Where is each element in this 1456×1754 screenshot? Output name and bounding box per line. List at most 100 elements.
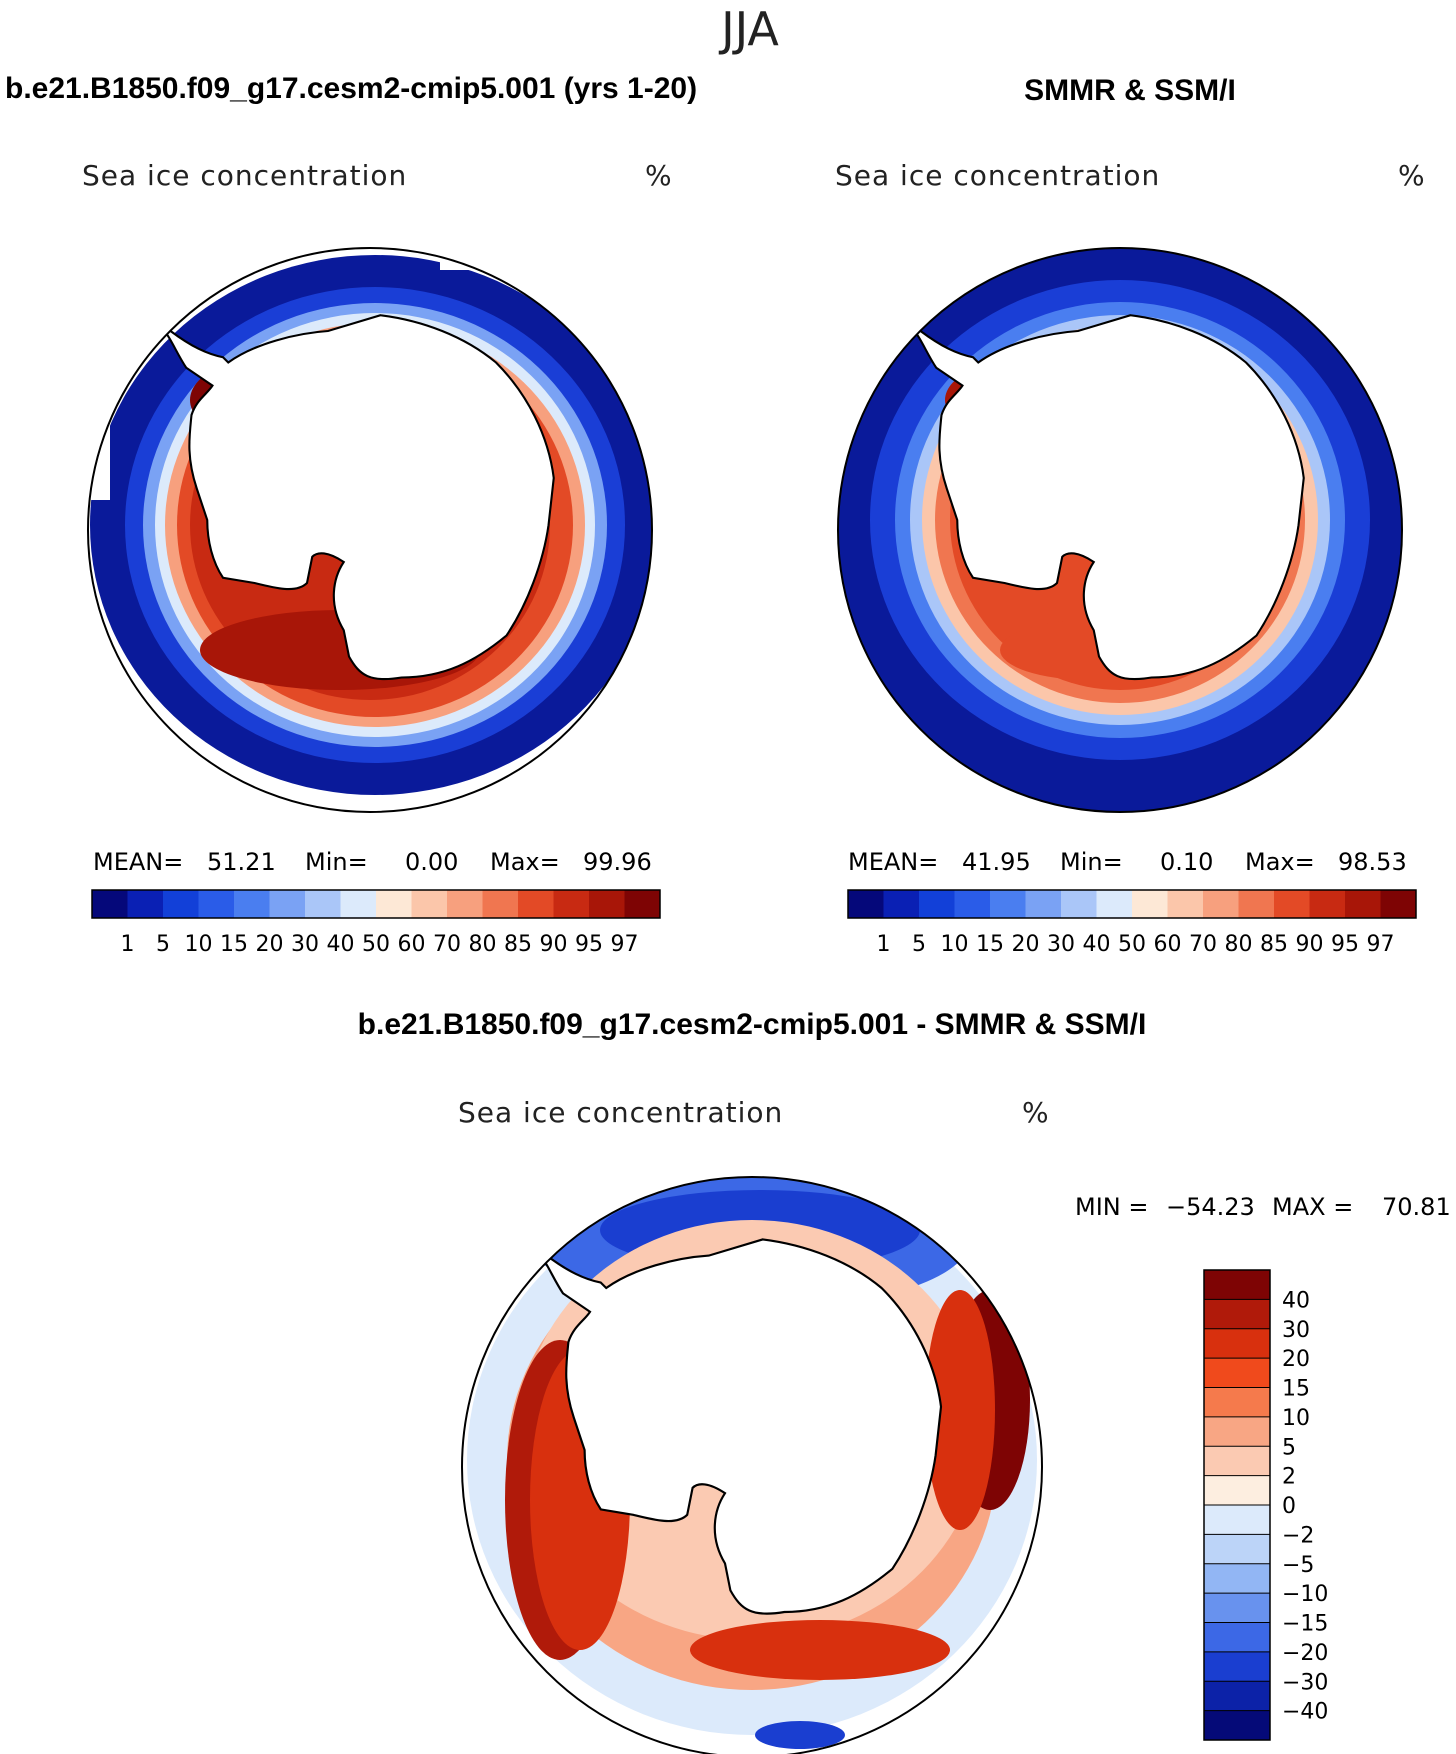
obs-colorbar-tick-label: 30 [1047,932,1075,957]
model-colorbar-tick-label: 30 [291,932,319,957]
obs-colorbar-tick-label: 5 [912,932,926,957]
diff-colorbar-swatch-5 [1204,1416,1270,1447]
diff-colorbar-tick-label: −10 [1282,1582,1328,1607]
model-colorbar-tick-label: 10 [185,932,213,957]
obs-colorbar-swatch-9 [1167,890,1204,918]
panel-obs-max-value: 98.53 [1338,848,1407,876]
diff-colorbar-tick-label: 20 [1282,1347,1310,1372]
model-colorbar-swatch-2 [163,890,199,918]
diff-colorbar-swatch-12 [1204,1622,1270,1653]
diff-colorbar-swatch-9 [1204,1534,1270,1565]
model-colorbar-tick-label: 20 [256,932,284,957]
diff-colorbar-tick-label: 10 [1282,1406,1310,1431]
obs-colorbar-tick-label: 20 [1012,932,1040,957]
model-colorbar-tick-label: 1 [121,932,135,957]
diff-colorbar-swatch-4 [1204,1387,1270,1418]
obs-colorbar-tick-label: 95 [1331,932,1359,957]
model-colorbar-swatch-10 [447,890,483,918]
model-colorbar-tick-label: 40 [327,932,355,957]
obs-colorbar-swatch-10 [1203,890,1239,918]
obs-colorbar-swatch-7 [1096,890,1133,918]
model-colorbar-swatch-12 [518,890,554,918]
diff-colorbar-swatch-11 [1204,1593,1270,1623]
diff-colorbar-tick-label: −40 [1282,1700,1328,1725]
panel-model-max-value: 99.96 [583,848,652,876]
diff-colorbar-frame [1203,1269,1271,1741]
panel-model-title: b.e21.B1850.f09_g17.cesm2-cmip5.001 (yrs… [5,72,697,105]
model-colorbar-tick-label: 90 [540,932,568,957]
model-colorbar-swatch-6 [305,890,341,918]
obs-colorbar-tick-label: 85 [1260,932,1288,957]
panel-obs-units: % [1398,159,1425,192]
panel-obs-max-label: Max= [1245,848,1315,876]
diff-colorbar-swatch-8 [1204,1505,1270,1535]
diff-colorbar-swatch-15 [1204,1710,1270,1741]
model-colorbar-tick-label: 60 [398,932,426,957]
diff-colorbar-swatch-2 [1204,1328,1270,1359]
model-colorbar-swatch-4 [234,890,270,918]
diff-colorbar-tick-label: 2 [1282,1465,1296,1490]
diff-colorbar-tick-label: −5 [1282,1553,1314,1578]
panel-diff-title: b.e21.B1850.f09_g17.cesm2-cmip5.001 - SM… [358,1008,1147,1041]
panel-obs-title: SMMR & SSM/I [1024,74,1236,107]
obs-colorbar-swatch-5 [1025,890,1062,918]
panel-model-mean-label: MEAN= [93,848,183,876]
obs-colorbar-swatch-4 [990,890,1026,918]
panel-model-boundary [87,247,653,813]
diff-colorbar-swatch-6 [1204,1446,1270,1477]
panel-model-min-label: Min= [305,848,368,876]
obs-colorbar-tick-label: 50 [1118,932,1146,957]
diff-colorbar-tick-label: −20 [1282,1641,1328,1666]
model-colorbar-swatch-13 [553,890,590,918]
model-colorbar-swatch-9 [411,890,448,918]
season-title: JJA [718,2,779,56]
diff-colorbar-tick-label: 5 [1282,1435,1296,1460]
diff-colorbar-swatch-7 [1204,1475,1270,1506]
diff-colorbar-tick-label: 40 [1282,1288,1310,1313]
diff-colorbar-swatch-14 [1204,1681,1270,1712]
obs-colorbar-swatch-14 [1345,890,1381,918]
panel-obs-mean-label: MEAN= [848,848,938,876]
model-colorbar-swatch-14 [589,890,625,918]
panel-diff-max-label: MAX = [1272,1193,1353,1221]
panel-diff-min-label: MIN = [1075,1193,1148,1221]
diff-colorbar-tick-label: −2 [1282,1523,1314,1548]
obs-colorbar-swatch-13 [1309,890,1346,918]
model-colorbar-tick-label: 50 [362,932,390,957]
panel-model-units: % [645,159,672,192]
panel-obs: SMMR & SSM/I Sea ice concentration % MEA… [835,74,1425,957]
panel-diff-boundary [461,1176,1043,1754]
panel-model-mean-value: 51.21 [207,848,276,876]
obs-colorbar-tick-label: 40 [1083,932,1111,957]
panel-diff-variable: Sea ice concentration [458,1096,783,1129]
panel-model-min-value: 0.00 [405,848,458,876]
obs-colorbar-swatch-0 [848,890,884,918]
panel-obs-colorbar: 1 5 10 15 20 30 40 50 60 70 80 85 90 95 97 [847,889,1417,957]
model-colorbar-tick-label: 80 [469,932,497,957]
panel-model-colorbar: 1 5 10 15 20 30 40 50 60 70 80 85 90 95 97 [91,889,661,957]
model-colorbar-tick-label: 97 [611,932,639,957]
model-colorbar-tick-label: 70 [433,932,461,957]
model-colorbar-swatch-15 [624,890,661,918]
model-colorbar-frame [91,889,661,919]
panel-obs-map [838,248,1402,812]
obs-colorbar-swatch-3 [954,890,991,918]
panel-model-variable: Sea ice concentration [82,159,407,192]
obs-colorbar-tick-label: 80 [1225,932,1253,957]
model-colorbar-swatch-8 [376,890,412,918]
obs-colorbar-swatch-12 [1274,890,1310,918]
panel-obs-min-label: Min= [1060,848,1123,876]
panel-obs-boundary [837,247,1403,813]
diff-colorbar-tick-label: 30 [1282,1318,1310,1343]
model-colorbar-tick-label: 15 [220,932,248,957]
obs-colorbar-frame [847,889,1417,919]
model-colorbar-swatch-7 [340,890,377,918]
model-colorbar-swatch-5 [269,890,306,918]
obs-colorbar-tick-label: 1 [877,932,891,957]
obs-colorbar-swatch-6 [1061,890,1097,918]
obs-colorbar-swatch-8 [1132,890,1168,918]
model-colorbar-tick-label: 95 [575,932,603,957]
panel-obs-mean-value: 41.95 [962,848,1031,876]
